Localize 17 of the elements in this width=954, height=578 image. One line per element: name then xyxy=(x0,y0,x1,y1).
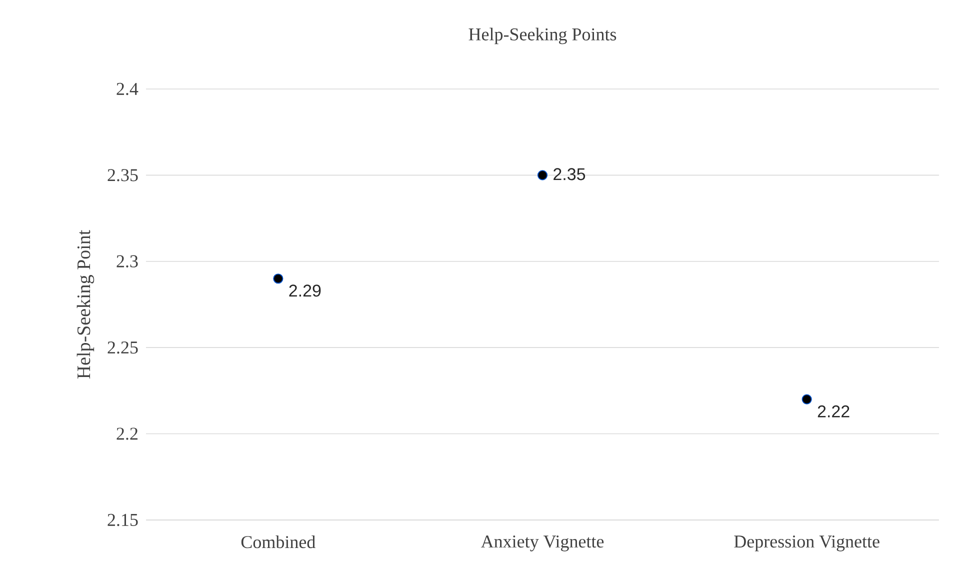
x-tick-label: Depression Vignette xyxy=(734,536,880,552)
x-tick-label: Combined xyxy=(241,536,316,548)
data-label: 2.29 xyxy=(289,284,321,297)
y-tick-label: 2.25 xyxy=(108,342,138,354)
point xyxy=(537,170,548,180)
y-tick-label: 2.3 xyxy=(116,255,138,268)
y-tick-label: 2.4 xyxy=(116,82,138,96)
data-label: 2.22 xyxy=(818,405,850,418)
y-tick-label: 2.2 xyxy=(116,428,138,440)
x-tick-label: Anxiety Vignette xyxy=(480,536,604,552)
point xyxy=(802,394,812,404)
data-label: 2.35 xyxy=(554,168,586,180)
y-tick-label: 2.15 xyxy=(108,514,138,526)
y-tick-label: 2.35 xyxy=(108,169,138,182)
point xyxy=(273,274,284,284)
y-axis-title: Help-Seeking Point xyxy=(76,230,94,379)
chart-title: Help-Seeking Points xyxy=(468,28,616,44)
